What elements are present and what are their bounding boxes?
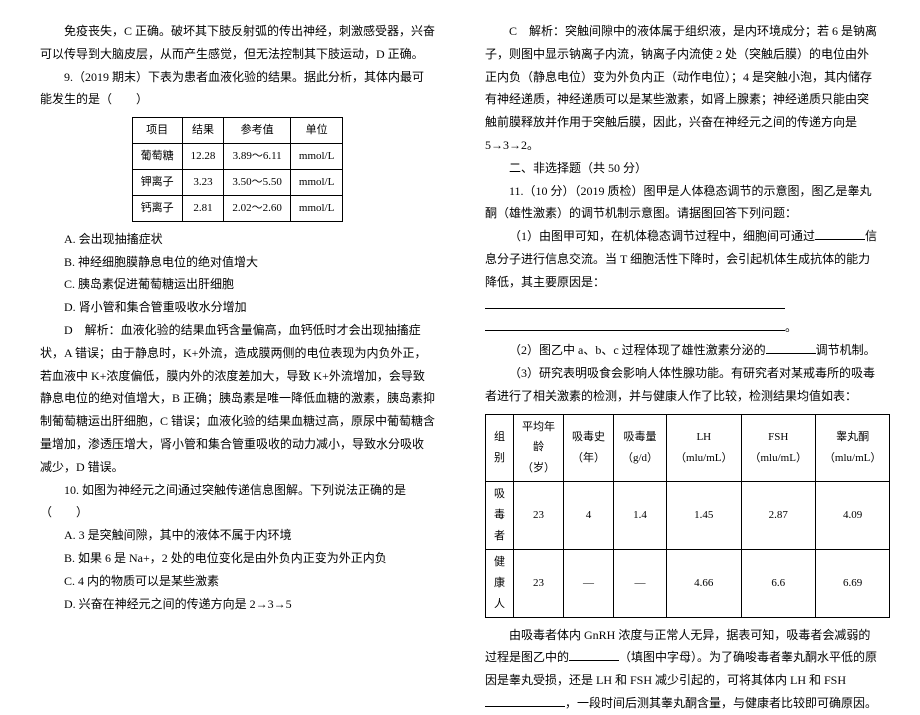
- t1-h4: 单位: [290, 118, 342, 144]
- q11-2-text-a: （2）图乙中 a、b、c 过程体现了雄性激素分泌的: [509, 343, 766, 357]
- q11-sub2: （2）图乙中 a、b、c 过程体现了雄性激素分泌的 调节机制。: [485, 339, 880, 362]
- t2-r2c1: 健康人: [486, 549, 514, 617]
- t1-r1c3: 3.89～6.11: [224, 144, 291, 170]
- q11-sub3: （3）研究表明吸食会影响人体性腺功能。有研究者对某戒毒所的吸毒者进行了相关激素的…: [485, 362, 880, 408]
- q9-opt-b: B. 神经细胞膜静息电位的绝对值增大: [40, 251, 435, 274]
- hormone-table: 组别 平均年龄（岁） 吸毒史（年） 吸毒量（g/d） LH（mlu/mL） FS…: [485, 414, 890, 618]
- t1-r1c1: 葡萄糖: [132, 144, 182, 170]
- t2-h7: 睾丸酮（mlu/mL）: [815, 414, 889, 482]
- t1-r3c1: 钙离子: [132, 195, 182, 221]
- t2-r1c3: 4: [564, 482, 614, 550]
- section-2-title: 二、非选择题（共 50 分）: [485, 157, 880, 180]
- t1-r1c2: 12.28: [182, 144, 224, 170]
- t2-r2c4: —: [614, 549, 667, 617]
- blank-5: [485, 695, 565, 707]
- question-11: 11.（10 分）（2019 质检）图甲是人体稳态调节的示意图，图乙是睾丸酮（雄…: [485, 180, 880, 226]
- para-intro: 免疫丧失，C 正确。破坏其下肢反射弧的传出神经，刺激感受器，兴奋可以传导到大脑皮…: [40, 20, 435, 66]
- q10-opt-d: D. 兴奋在神经元之间的传递方向是 2→3→5: [40, 593, 435, 616]
- q11-1-text-c: 。: [785, 320, 797, 334]
- t1-h1: 项目: [132, 118, 182, 144]
- t2-h5: LH（mlu/mL）: [667, 414, 741, 482]
- t2-r2c6: 6.6: [741, 549, 815, 617]
- t2-r1c6: 2.87: [741, 482, 815, 550]
- t2-r1c1: 吸毒者: [486, 482, 514, 550]
- question-9: 9.（2019 期末）下表为患者血液化验的结果。据此分析，其体内最可能发生的是（…: [40, 66, 435, 112]
- t1-r3c2: 2.81: [182, 195, 224, 221]
- t2-h6: FSH（mlu/mL）: [741, 414, 815, 482]
- t2-r1c7: 4.09: [815, 482, 889, 550]
- t1-r2c2: 3.23: [182, 169, 224, 195]
- q11-1-end: 。: [485, 316, 880, 339]
- blank-3: [766, 342, 816, 354]
- blank-2b: [485, 319, 785, 331]
- q11-2-text-b: 调节机制。: [816, 343, 876, 357]
- t2-h1: 组别: [486, 414, 514, 482]
- q10-opt-c: C. 4 内的物质可以是某些激素: [40, 570, 435, 593]
- t1-r1c4: mmol/L: [290, 144, 342, 170]
- q9-opt-c: C. 胰岛素促进葡萄糖运出肝细胞: [40, 273, 435, 296]
- right-column: C 解析：突触间隙中的液体属于组织液，是内环境成分；若 6 是钠离子，则图中显示…: [485, 20, 880, 631]
- q9-explanation: D 解析：血液化验的结果血钙含量偏高，血钙低时才会出现抽搐症状，A 错误；由于静…: [40, 319, 435, 479]
- left-column: 免疫丧失，C 正确。破坏其下肢反射弧的传出神经，刺激感受器，兴奋可以传导到大脑皮…: [40, 20, 435, 631]
- blood-test-table: 项目 结果 参考值 单位 葡萄糖 12.28 3.89～6.11 mmol/L …: [132, 117, 344, 222]
- t1-h2: 结果: [182, 118, 224, 144]
- q10-opt-a: A. 3 是突触间隙，其中的液体不属于内环境: [40, 524, 435, 547]
- t2-r2c7: 6.69: [815, 549, 889, 617]
- q10-opt-b: B. 如果 6 是 Na+，2 处的电位变化是由外负内正变为外正内负: [40, 547, 435, 570]
- t2-h3: 吸毒史（年）: [564, 414, 614, 482]
- q9-opt-a: A. 会出现抽搐症状: [40, 228, 435, 251]
- t2-r2c2: 23: [514, 549, 564, 617]
- question-10: 10. 如图为神经元之间通过突触传递信息图解。下列说法正确的是（ ）: [40, 479, 435, 525]
- blank-4: [569, 649, 619, 661]
- t1-r3c3: 2.02～2.60: [224, 195, 291, 221]
- q11-1-text-a: （1）由图甲可知，在机体稳态调节过程中，细胞间可通过: [509, 229, 815, 243]
- blank-2: [485, 297, 785, 309]
- t2-h4: 吸毒量（g/d）: [614, 414, 667, 482]
- t2-r2c3: —: [564, 549, 614, 617]
- t2-r1c4: 1.4: [614, 482, 667, 550]
- t2-r1c2: 23: [514, 482, 564, 550]
- blank-1: [815, 228, 865, 240]
- t1-r2c4: mmol/L: [290, 169, 342, 195]
- q11-sub1: （1）由图甲可知，在机体稳态调节过程中，细胞间可通过信息分子进行信息交流。当 T…: [485, 225, 880, 316]
- t2-r2c5: 4.66: [667, 549, 741, 617]
- t2-h2: 平均年龄（岁）: [514, 414, 564, 482]
- q11-end-c: ，一段时间后测其睾丸酮含量，与健康者比较即可确原因。: [565, 696, 877, 710]
- t1-r3c4: mmol/L: [290, 195, 342, 221]
- t1-r2c3: 3.50～5.50: [224, 169, 291, 195]
- q10-explanation: C 解析：突触间隙中的液体属于组织液，是内环境成分；若 6 是钠离子，则图中显示…: [485, 20, 880, 157]
- t1-r2c1: 钾离子: [132, 169, 182, 195]
- q11-end-para: 由吸毒者体内 GnRH 浓度与正常人无异，据表可知，吸毒者会减弱的过程是图乙中的…: [485, 624, 880, 715]
- q9-opt-d: D. 肾小管和集合管重吸收水分增加: [40, 296, 435, 319]
- t1-h3: 参考值: [224, 118, 291, 144]
- t2-r1c5: 1.45: [667, 482, 741, 550]
